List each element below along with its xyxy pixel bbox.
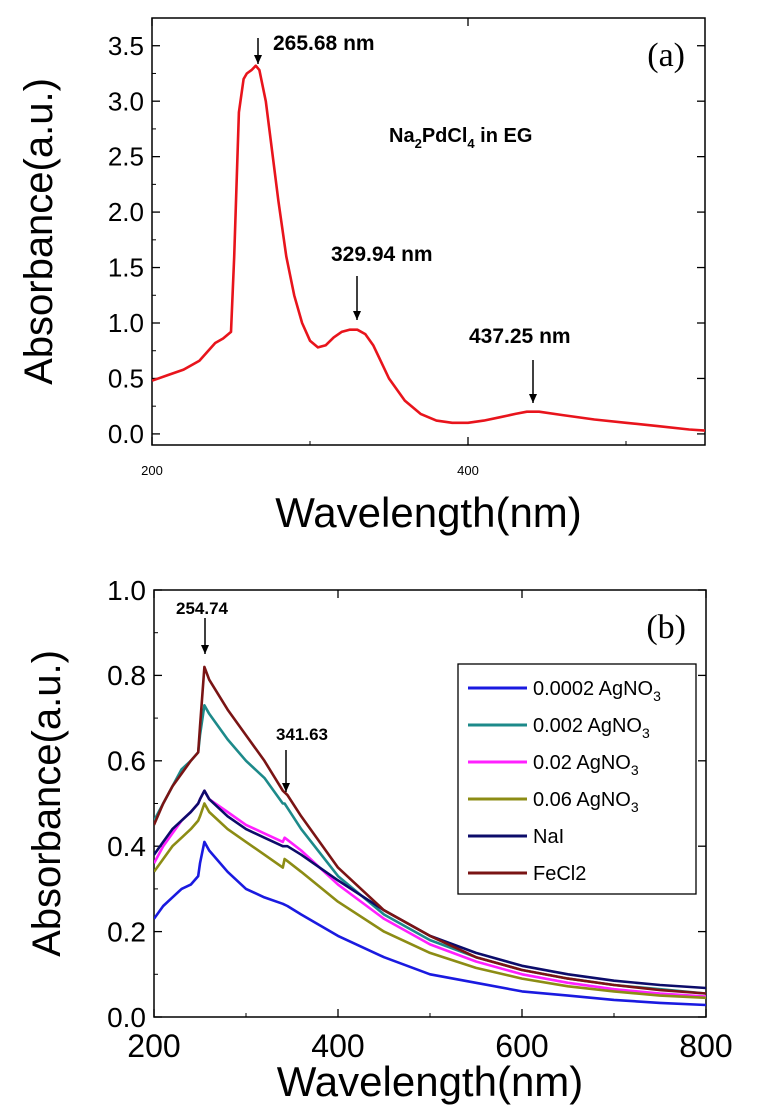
- legend-entry-subscript: 3: [642, 725, 650, 741]
- x-tick-label: 200: [127, 1028, 180, 1064]
- sample-label-part: in EG: [475, 125, 533, 147]
- legend-entry-1: 0.002 AgNO3: [533, 715, 650, 741]
- y-tick-label: 0.4: [107, 831, 146, 862]
- peak-arrow-head: [353, 311, 361, 320]
- legend-entry-subscript: 3: [631, 762, 639, 778]
- legend-entry-2: 0.02 AgNO3: [533, 752, 639, 778]
- peak-annotation: 254.74: [176, 599, 229, 618]
- y-tick-label: 2.0: [108, 197, 144, 227]
- x-tick-label: 400: [311, 1028, 364, 1064]
- legend-entry-5: FeCl2: [533, 863, 586, 885]
- y-tick-label: 0.5: [108, 364, 144, 394]
- chart-panel-a: 200 400 0.0 0.5 1.0 1.5 2.0 2.5 3.0 3.5 Wavelength…: [17, 17, 706, 536]
- y-tick-label: 0.6: [107, 746, 146, 777]
- series-line-4: [154, 789, 706, 990]
- legend-entry-name: 0.002 AgNO: [533, 715, 642, 737]
- series-line-0: [154, 840, 706, 1007]
- peak-arrow-head: [201, 645, 209, 654]
- x-axis-title: Wavelength(nm): [277, 1058, 584, 1105]
- y-tick-label: 2.5: [108, 142, 144, 172]
- y-axis-title: Absorbance(a.u.): [25, 650, 69, 957]
- legend-box: [457, 663, 697, 895]
- legend-entry-name: FeCl2: [533, 863, 586, 885]
- plot-frame: [151, 17, 706, 446]
- y-tick-label: 3.0: [108, 86, 144, 116]
- peak-arrow-head: [529, 394, 537, 403]
- sample-label-part: Na: [389, 125, 415, 147]
- chart-panel-b: 200 400 600 800 0.0 0.2 0.4 0.6 0.8 1.0 Wavelength…: [25, 575, 733, 1105]
- x-tick-label: 200: [141, 463, 163, 478]
- legend-entry-subscript: 3: [653, 688, 661, 704]
- series-line-3: [154, 802, 706, 1000]
- series-line-5: [154, 665, 706, 995]
- y-tick-label: 1.0: [108, 308, 144, 338]
- peak-annotation: 265.68 nm: [273, 32, 375, 55]
- y-tick-label: 0.0: [107, 1002, 146, 1033]
- series-line-0: [152, 64, 705, 432]
- x-tick-label: 800: [679, 1028, 732, 1064]
- peak-annotation: 341.63: [276, 725, 328, 744]
- peak-arrow-head: [282, 783, 290, 792]
- sample-label-subscript: 2: [415, 136, 422, 151]
- y-tick-label: 0.2: [107, 916, 146, 947]
- peak-annotation: 437.25 nm: [469, 325, 571, 348]
- y-tick-label: 3.5: [108, 31, 144, 61]
- legend-entry-3: 0.06 AgNO3: [533, 789, 639, 815]
- sample-label-part: PdCl: [422, 125, 468, 147]
- peak-annotation: 329.94 nm: [331, 243, 433, 266]
- x-tick-label: 400: [457, 463, 479, 478]
- y-tick-label: 0.0: [108, 419, 144, 449]
- legend-entry-name: 0.06 AgNO: [533, 789, 631, 811]
- y-axis-title: Absorbance(a.u.): [17, 78, 61, 385]
- legend-entry-name: NaI: [533, 826, 564, 848]
- legend-entry-name: 0.0002 AgNO: [533, 678, 653, 700]
- legend-entry-4: NaI: [533, 826, 564, 848]
- x-axis-title: Wavelength(nm): [275, 489, 582, 536]
- legend-entry-subscript: 3: [631, 799, 639, 815]
- y-tick-label: 1.0: [107, 575, 146, 606]
- legend-entry-0: 0.0002 AgNO3: [533, 678, 661, 704]
- x-tick-label: 600: [495, 1028, 548, 1064]
- sample-label-subscript: 4: [467, 136, 475, 151]
- y-tick-label: 0.8: [107, 660, 146, 691]
- panel-label: (b): [646, 609, 686, 646]
- peak-arrow-head: [254, 55, 262, 64]
- panel-label: (a): [647, 37, 685, 74]
- series-group: [154, 665, 706, 1007]
- series-group: [152, 64, 705, 432]
- legend-entry-name: 0.02 AgNO: [533, 752, 631, 774]
- y-tick-label: 1.5: [108, 253, 144, 283]
- sample-label: Na2PdCl4 in EG: [389, 125, 532, 151]
